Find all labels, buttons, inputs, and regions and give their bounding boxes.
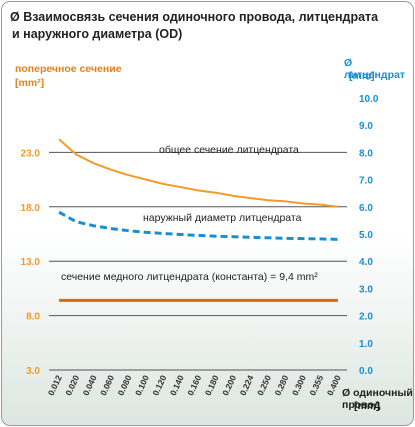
annotation-label: сечение медного литцендрата (константа) … <box>61 271 318 283</box>
left-axis-label: поперечное сечение <box>15 63 122 75</box>
annotation-label: наружный диаметр литцендрата <box>143 212 302 224</box>
x-tick-label: 0.280 <box>272 373 290 397</box>
annotation-label: общее сечение литцендрата <box>159 144 299 156</box>
x-tick-label: 0.300 <box>290 373 308 397</box>
x-tick-label: 0.250 <box>255 373 273 397</box>
right-tick-label: 5.0 <box>359 230 373 241</box>
x-tick-label: 0.224 <box>238 373 256 397</box>
right-tick-label: 8.0 <box>359 148 373 159</box>
left-axis-unit: [mm²] <box>15 77 45 89</box>
right-tick-label: 6.0 <box>359 203 373 214</box>
right-tick-label: 3.0 <box>359 284 373 295</box>
right-tick-label: 4.0 <box>359 257 373 268</box>
x-axis-label-line1: Ø одиночный <box>342 387 413 399</box>
x-tick-label: 0.020 <box>63 373 81 397</box>
x-axis-label-line2: провод <box>342 399 381 411</box>
right-tick-label: 10.0 <box>359 94 379 105</box>
x-tick-label: 0.040 <box>81 373 99 397</box>
right-axis-label: Ø литцендрат <box>344 57 405 81</box>
right-tick-label: 2.0 <box>359 312 373 323</box>
right-tick-label: 1.0 <box>359 339 373 350</box>
x-tick-label: 0.160 <box>185 373 203 397</box>
left-tick-label: 23.0 <box>21 148 41 159</box>
x-tick-label: 0.200 <box>220 373 238 397</box>
right-axis-unit: [mm] <box>349 70 375 82</box>
right-tick-label: 7.0 <box>359 176 373 187</box>
series-line-total-cross-section <box>58 138 339 208</box>
left-tick-label: 3.0 <box>26 366 40 377</box>
chart-title-line2: и наружного диаметра (OD) <box>12 27 183 41</box>
x-tick-label: 0.140 <box>168 373 186 397</box>
x-tick-label: 0.060 <box>98 373 116 397</box>
right-tick-label: 9.0 <box>359 121 373 132</box>
right-tick-label: 0.0 <box>359 366 373 377</box>
series-line-outer-diameter <box>58 210 339 241</box>
left-axis-title: поперечное сечение [mm²] <box>15 63 122 89</box>
x-axis-unit: [mm] <box>354 400 380 412</box>
left-tick-label: 18.0 <box>21 203 41 214</box>
x-tick-label: 0.120 <box>150 373 168 397</box>
x-tick-label: 0.400 <box>325 373 343 397</box>
chart-title-line1: Ø Взаимосвязь сечения одиночного провода… <box>10 10 379 24</box>
left-tick-label: 8.0 <box>26 312 40 323</box>
x-tick-label: 0.180 <box>203 373 221 397</box>
x-tick-label: 0.100 <box>133 373 151 397</box>
chart-title: Ø Взаимосвязь сечения одиночного провода… <box>10 9 410 43</box>
left-tick-label: 13.0 <box>21 257 41 268</box>
x-tick-label: 0.355 <box>307 373 325 397</box>
right-axis-title: Ø литцендрат [mm] <box>344 57 413 82</box>
x-tick-label: 0.012 <box>46 373 64 397</box>
x-axis-title: Ø одиночный провод [mm] <box>342 387 413 412</box>
x-tick-label: 0.080 <box>116 373 134 397</box>
